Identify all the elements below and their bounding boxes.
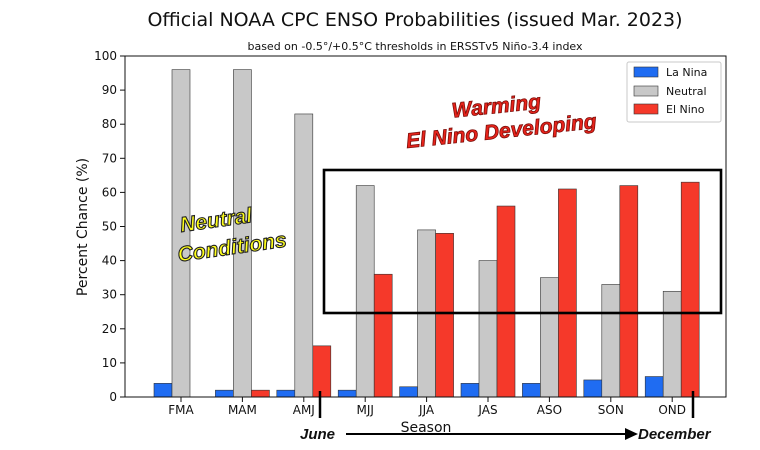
y-tick-label: 50: [102, 220, 117, 234]
plot-frame: [124, 55, 727, 398]
bar-neutral: [478, 260, 498, 398]
bar-el-nino: [373, 273, 393, 398]
bar-la-nina: [644, 376, 664, 398]
y-tick-label: 80: [102, 117, 117, 131]
bar-la-nina: [522, 383, 541, 398]
bar-la-nina: [399, 386, 418, 398]
bar-el-nino: [496, 205, 516, 398]
timeline-arrow-head: [625, 428, 638, 440]
bar-neutral: [355, 185, 375, 398]
bar-la-nina: [276, 389, 296, 398]
x-axis-ticks: FMA MAM AMJ MJJ JJA JAS ASO SON OND: [168, 397, 686, 417]
x-tick-label: MAM: [228, 403, 257, 417]
x-tick-label: ASO: [537, 403, 562, 417]
y-tick-label: 70: [102, 151, 117, 165]
bar-el-nino: [435, 233, 454, 398]
el-nino-highlight-box: [322, 168, 723, 315]
bar-el-nino: [619, 185, 639, 398]
bar-la-nina: [460, 383, 480, 398]
x-tick-label: OND: [658, 403, 686, 417]
bar-neutral: [540, 277, 559, 398]
legend-label-la-nina: La Nina: [666, 66, 707, 79]
y-axis-ticks: 0 10 20 30 40 50 60 70 80 90 100: [94, 49, 125, 404]
bar-la-nina: [215, 389, 234, 398]
bar-la-nina: [583, 379, 603, 398]
legend-swatch-el-nino: [633, 103, 659, 115]
june-label: June: [300, 426, 335, 443]
x-tick-label: FMA: [168, 403, 194, 417]
y-axis-label: Percent Chance (%): [75, 158, 91, 296]
legend-label-neutral: Neutral: [666, 85, 707, 98]
legend-label-el-nino: El Nino: [666, 103, 705, 116]
bar-neutral: [294, 113, 314, 398]
bar-el-nino: [558, 188, 577, 398]
legend-swatch-neutral: [633, 85, 659, 97]
chart-subtitle: based on -0.5°/+0.5°C thresholds in ERSS…: [247, 40, 583, 53]
x-tick-label: JAS: [477, 403, 497, 417]
bar-neutral: [662, 290, 682, 398]
bar-el-nino: [312, 345, 332, 398]
bar-series: [153, 69, 700, 398]
x-axis-label: Season: [401, 420, 452, 436]
y-tick-label: 90: [102, 83, 117, 97]
bar-la-nina: [337, 389, 357, 398]
bar-el-nino: [680, 181, 700, 398]
bar-la-nina: [153, 383, 173, 398]
y-tick-label: 20: [102, 322, 117, 336]
y-tick-label: 0: [109, 390, 117, 404]
x-tick-label: AMJ: [293, 403, 315, 417]
bar-el-nino: [251, 389, 270, 398]
x-tick-label: MJJ: [356, 403, 373, 417]
december-label: December: [638, 426, 712, 443]
x-tick-label: JJA: [418, 403, 435, 417]
y-tick-label: 60: [102, 185, 117, 199]
y-tick-label: 100: [94, 49, 117, 63]
y-tick-label: 30: [102, 288, 117, 302]
bar-neutral: [601, 284, 621, 398]
legend: La Nina Neutral El Nino: [626, 61, 722, 123]
x-tick-label: SON: [598, 403, 624, 417]
y-tick-label: 10: [102, 356, 117, 370]
chart-title: Official NOAA CPC ENSO Probabilities (is…: [147, 9, 682, 31]
y-tick-label: 40: [102, 254, 117, 268]
legend-swatch-la-nina: [633, 66, 659, 78]
